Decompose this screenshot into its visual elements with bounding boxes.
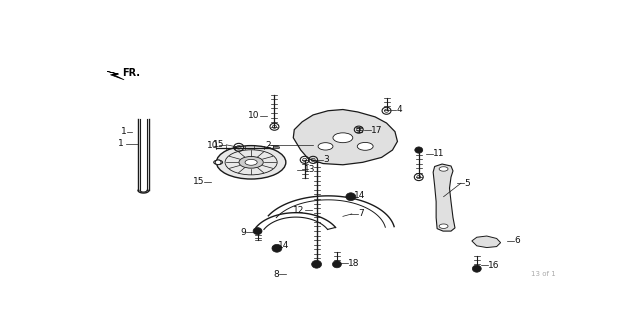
Ellipse shape	[439, 224, 448, 228]
Text: 7: 7	[358, 209, 364, 219]
Ellipse shape	[439, 167, 448, 171]
Text: 10: 10	[207, 141, 219, 150]
Text: 17: 17	[371, 126, 382, 135]
Text: 1: 1	[118, 139, 124, 148]
Polygon shape	[472, 236, 500, 248]
Text: 15: 15	[213, 140, 225, 149]
Ellipse shape	[333, 133, 353, 143]
Ellipse shape	[245, 160, 257, 165]
Ellipse shape	[346, 193, 356, 201]
Ellipse shape	[415, 147, 423, 153]
Ellipse shape	[215, 160, 221, 165]
Text: 11: 11	[433, 149, 445, 158]
Text: 1: 1	[122, 127, 127, 136]
Polygon shape	[108, 71, 124, 80]
Text: 16: 16	[488, 261, 499, 270]
Text: 5: 5	[465, 179, 470, 188]
Text: 15: 15	[193, 177, 204, 187]
Polygon shape	[433, 164, 455, 231]
Text: 8: 8	[274, 270, 280, 278]
Text: FR.: FR.	[122, 68, 140, 78]
Text: 13: 13	[304, 165, 316, 174]
Text: 10: 10	[248, 111, 260, 120]
Text: 9: 9	[241, 228, 246, 237]
Ellipse shape	[472, 265, 481, 272]
Ellipse shape	[272, 244, 282, 252]
Text: 4: 4	[396, 105, 402, 114]
Text: 13 of 1: 13 of 1	[531, 271, 556, 277]
Ellipse shape	[239, 157, 263, 168]
Text: 3: 3	[323, 155, 329, 164]
Polygon shape	[293, 109, 397, 165]
Text: 2: 2	[266, 141, 271, 150]
Text: 12: 12	[293, 206, 305, 215]
Ellipse shape	[214, 160, 223, 165]
Ellipse shape	[253, 227, 262, 235]
Polygon shape	[273, 146, 280, 149]
Text: 6: 6	[514, 236, 520, 245]
Ellipse shape	[357, 142, 373, 150]
Text: 14: 14	[278, 241, 290, 250]
Text: 14: 14	[354, 191, 365, 200]
Ellipse shape	[318, 143, 333, 150]
Ellipse shape	[332, 261, 341, 268]
Ellipse shape	[312, 260, 321, 268]
Text: 18: 18	[348, 258, 359, 268]
Ellipse shape	[216, 145, 286, 179]
